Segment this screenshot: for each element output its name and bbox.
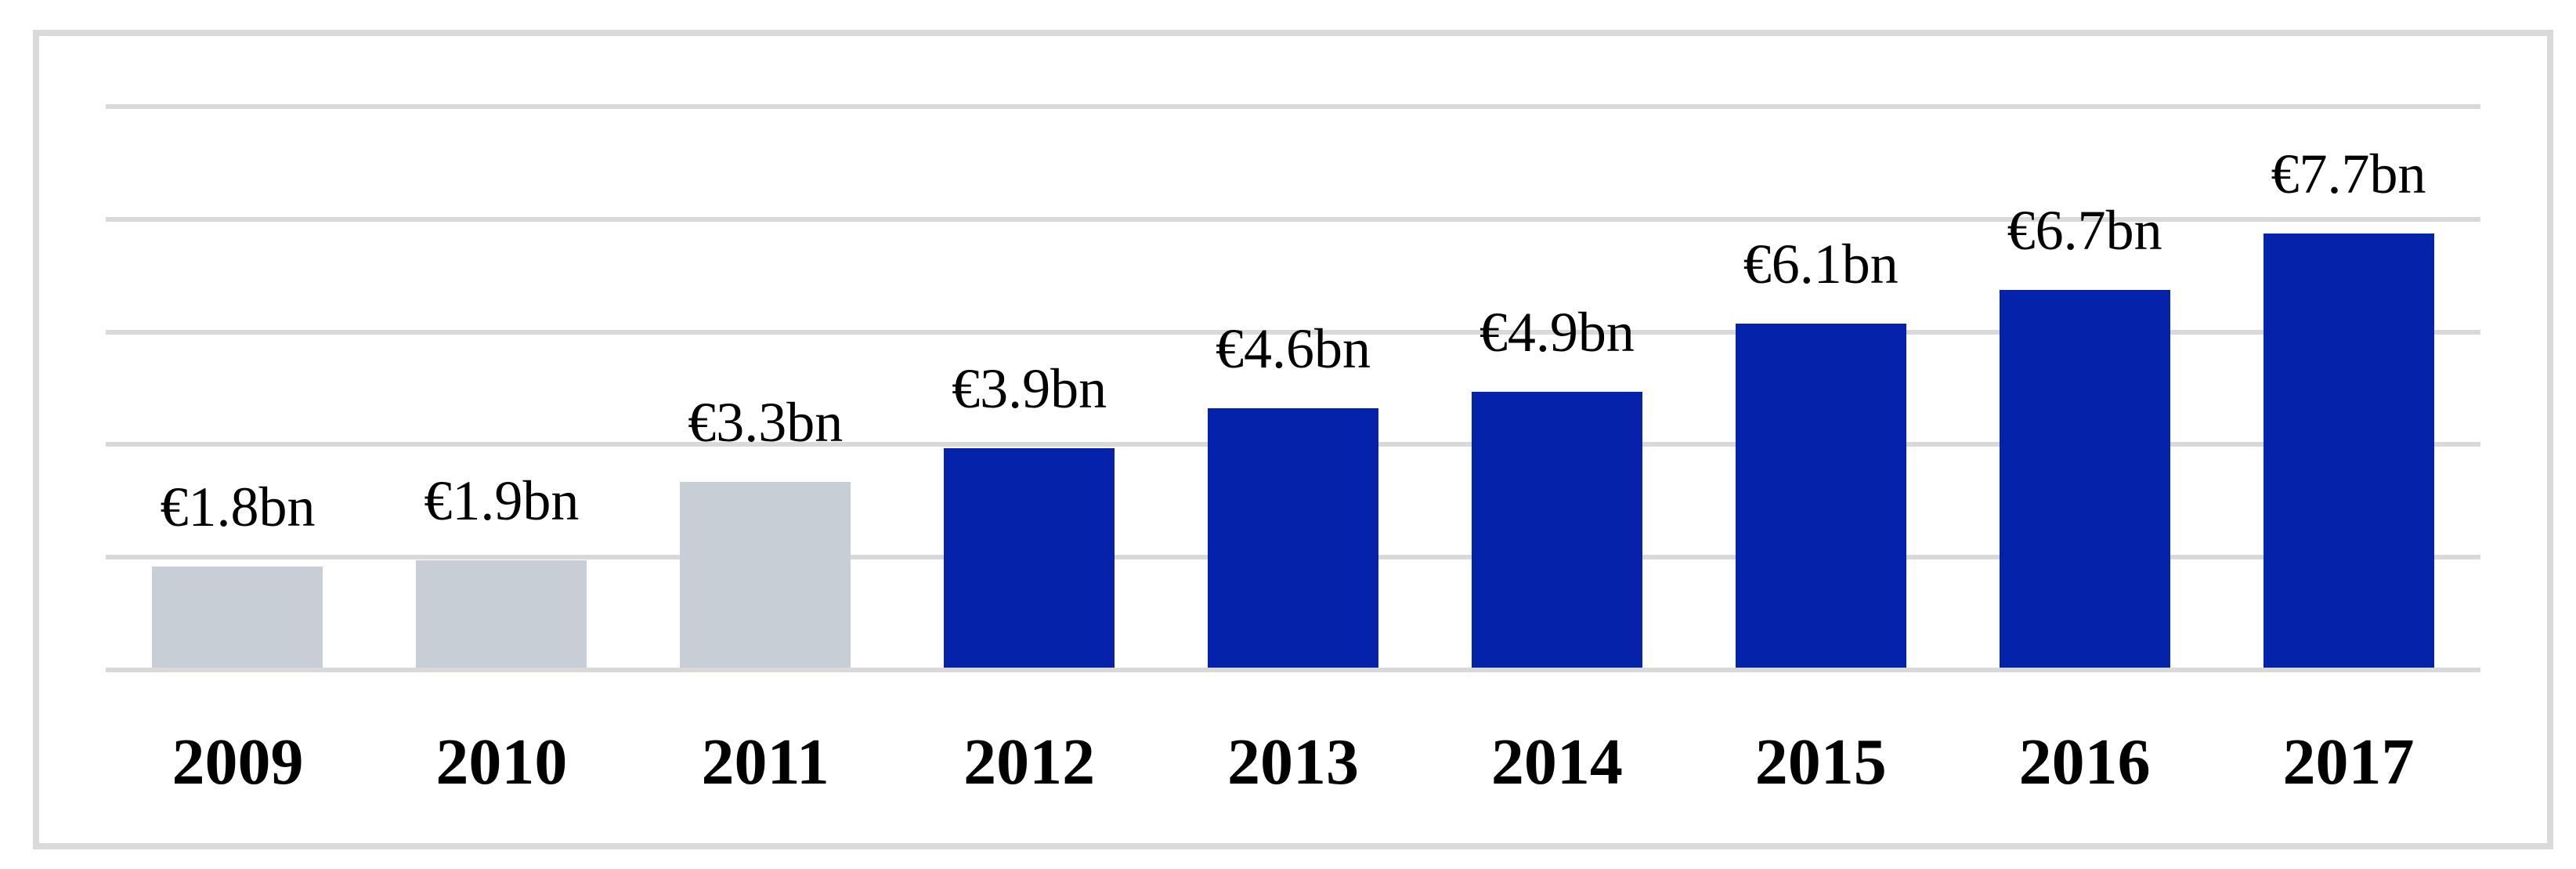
x-tick-label-2010: 2010 [435,726,568,798]
bar-2012 [944,447,1115,668]
bar-2010 [416,560,587,668]
value-label-2014: €4.9bn [1479,300,1635,364]
gridline-0bn [106,668,2480,672]
x-tick-label-2013: 2013 [1227,726,1359,798]
bar-2011 [680,481,851,668]
x-tick-label-2017: 2017 [2282,726,2415,798]
bars-layer: €1.8bn €1.9bn €3.3bn €3.9bn €4.6bn €4.9bn €6.1… [106,104,2480,668]
plot-area: €1.8bn €1.9bn €3.3bn €3.9bn €4.6bn €4.9bn €6.1… [106,104,2480,672]
gridline-8bn [106,216,2480,222]
bar-2015 [1735,324,1906,668]
x-tick-label-2014: 2014 [1490,726,1623,798]
x-tick-label-2009: 2009 [172,726,304,798]
bar-2009 [152,566,323,668]
value-label-2009: €1.8bn [160,475,316,538]
value-label-2013: €4.6bn [1215,317,1371,381]
bar-2014 [1471,391,1642,668]
bar-2017 [2263,234,2434,668]
x-tick-label-2016: 2016 [2018,726,2151,798]
gridline-6bn [106,329,2480,335]
x-tick-label-2011: 2011 [701,726,829,798]
x-tick-label-2015: 2015 [1754,726,1887,798]
gridline-10bn [106,104,2480,109]
value-label-2017: €7.7bn [2271,143,2426,206]
x-tick-label-2012: 2012 [963,726,1096,798]
value-label-2016: €6.7bn [2007,199,2162,263]
x-axis-labels: 2009 2010 2011 2012 2013 2014 2015 2016 2017 [106,730,2480,808]
value-label-2015: €6.1bn [1743,233,1899,296]
value-label-2011: €3.3bn [688,390,844,454]
value-label-2010: €1.9bn [424,469,580,533]
value-label-2012: €3.9bn [952,357,1107,420]
bar-2013 [1208,408,1378,668]
bar-2016 [1999,290,2170,668]
